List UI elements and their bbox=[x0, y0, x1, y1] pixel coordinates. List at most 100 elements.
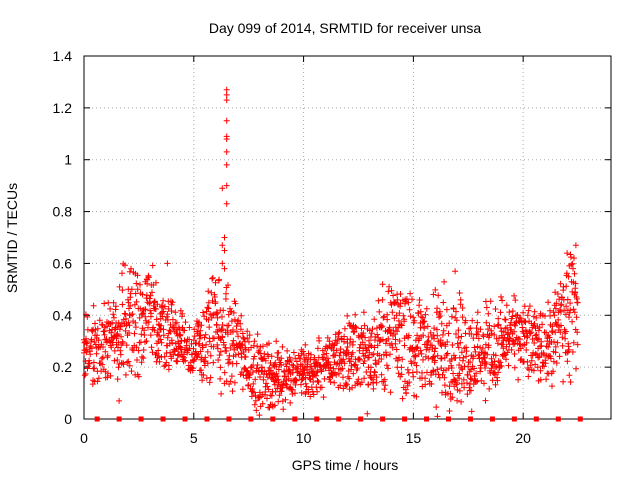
data-point bbox=[131, 330, 138, 337]
data-point bbox=[256, 412, 263, 419]
data-point bbox=[457, 339, 464, 346]
data-point bbox=[278, 362, 285, 369]
data-point bbox=[282, 396, 289, 403]
data-point bbox=[413, 369, 420, 375]
data-point bbox=[368, 364, 374, 371]
data-point bbox=[392, 340, 399, 347]
data-point bbox=[398, 322, 405, 329]
data-point bbox=[174, 358, 181, 365]
data-point bbox=[522, 327, 529, 334]
data-point bbox=[441, 278, 448, 285]
data-point bbox=[521, 303, 528, 310]
data-point bbox=[421, 325, 428, 332]
data-point bbox=[557, 329, 564, 336]
plot-frame bbox=[83, 55, 612, 420]
data-point bbox=[318, 384, 325, 391]
data-point bbox=[543, 376, 550, 383]
data-point bbox=[387, 389, 394, 396]
data-point bbox=[208, 289, 215, 296]
data-point bbox=[310, 378, 317, 385]
data-point bbox=[469, 317, 476, 324]
data-point bbox=[410, 314, 417, 321]
data-point bbox=[556, 353, 563, 360]
data-point bbox=[203, 341, 210, 348]
data-point bbox=[205, 299, 212, 306]
data-point bbox=[481, 355, 488, 362]
data-point bbox=[83, 340, 90, 347]
data-point bbox=[449, 394, 456, 401]
data-point bbox=[531, 308, 538, 315]
data-point bbox=[238, 312, 245, 319]
data-point bbox=[327, 379, 334, 385]
data-point bbox=[217, 364, 224, 371]
data-point bbox=[182, 357, 189, 364]
data-point bbox=[421, 318, 428, 325]
data-point bbox=[271, 402, 278, 409]
data-point bbox=[221, 247, 228, 254]
data-point bbox=[570, 265, 576, 272]
data-points bbox=[80, 86, 581, 420]
data-point bbox=[428, 342, 435, 349]
data-point bbox=[223, 97, 230, 104]
data-point bbox=[169, 316, 176, 323]
data-point bbox=[384, 311, 391, 318]
data-point bbox=[464, 371, 471, 378]
data-point bbox=[395, 324, 402, 331]
data-point bbox=[573, 365, 579, 372]
data-point bbox=[396, 310, 403, 317]
data-point bbox=[204, 348, 211, 355]
data-point bbox=[434, 326, 440, 333]
data-point bbox=[419, 314, 426, 321]
data-point bbox=[381, 386, 388, 393]
data-point bbox=[424, 323, 431, 330]
data-point bbox=[190, 365, 196, 372]
data-point bbox=[503, 356, 509, 363]
data-point bbox=[385, 335, 392, 342]
data-point bbox=[118, 333, 125, 340]
data-point bbox=[153, 316, 160, 323]
data-point bbox=[115, 364, 122, 371]
data-point bbox=[547, 312, 554, 319]
data-point bbox=[559, 342, 566, 349]
data-point bbox=[512, 322, 519, 329]
data-point bbox=[143, 338, 150, 345]
data-point bbox=[138, 331, 145, 338]
data-point bbox=[367, 342, 374, 349]
data-point bbox=[471, 365, 478, 372]
data-point bbox=[153, 279, 159, 286]
data-point bbox=[498, 293, 504, 300]
data-point bbox=[483, 319, 490, 326]
baseline-marker bbox=[314, 416, 320, 422]
data-point bbox=[314, 345, 321, 352]
data-point bbox=[571, 255, 577, 262]
data-point bbox=[243, 367, 250, 374]
data-point bbox=[430, 353, 437, 360]
data-point bbox=[566, 346, 572, 353]
data-point bbox=[145, 319, 152, 325]
data-point bbox=[446, 320, 453, 327]
data-point bbox=[216, 352, 223, 359]
data-point bbox=[468, 376, 475, 383]
data-point bbox=[347, 358, 354, 365]
data-point bbox=[499, 341, 506, 348]
data-point bbox=[568, 261, 575, 268]
data-point bbox=[275, 379, 282, 386]
baseline-marker bbox=[226, 416, 232, 422]
data-point bbox=[511, 328, 518, 335]
data-point bbox=[197, 348, 204, 355]
data-point bbox=[509, 313, 516, 320]
data-point bbox=[396, 338, 403, 344]
data-point bbox=[438, 320, 445, 327]
data-point bbox=[425, 337, 432, 344]
data-point bbox=[358, 379, 365, 386]
data-point bbox=[233, 360, 240, 367]
data-point bbox=[204, 360, 211, 367]
data-point bbox=[360, 309, 367, 316]
data-point bbox=[383, 352, 390, 359]
data-point bbox=[491, 331, 498, 338]
data-point bbox=[292, 376, 299, 383]
data-point bbox=[500, 345, 507, 352]
data-point bbox=[374, 331, 381, 338]
data-point bbox=[498, 362, 505, 369]
data-point bbox=[137, 281, 143, 288]
